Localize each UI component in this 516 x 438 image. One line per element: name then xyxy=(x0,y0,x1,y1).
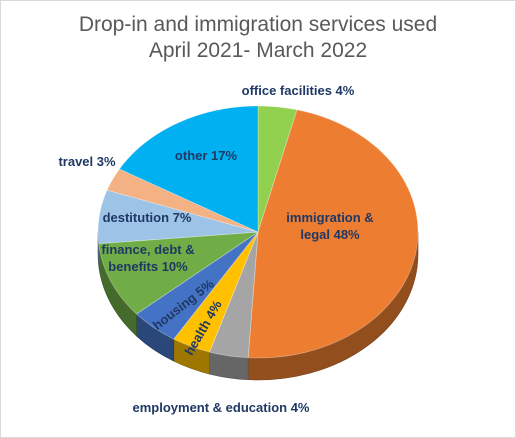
data-label-office-facilities: office facilities 4% xyxy=(242,83,355,98)
pie-slice-immigration-legal xyxy=(247,109,419,359)
pie-slice-travel xyxy=(106,168,259,233)
pie-slice-other xyxy=(118,105,259,233)
chart-title-line1: Drop-in and immigration services used xyxy=(78,13,438,36)
data-label-immigration-legal: immigration & legal 48% xyxy=(286,210,373,242)
pie-slice-employment-education xyxy=(208,231,259,359)
pie-top-slices xyxy=(97,105,419,359)
pie-slice-health xyxy=(173,231,259,353)
pie-slice-housing xyxy=(135,231,259,340)
pie-labels: office facilities 4% immigration & legal 4… xyxy=(58,83,373,415)
data-label-travel: travel 3% xyxy=(58,154,116,169)
data-label-employment-education: employment & education 4% xyxy=(133,400,310,415)
pie-slice-finance-debt-benefits xyxy=(98,231,260,315)
data-label-destitution: destitution 7% xyxy=(103,210,192,225)
data-label-other: other 17% xyxy=(175,148,238,163)
chart-title-line2: April 2021- March 2022 xyxy=(148,39,368,62)
data-label-finance-debt-benefits: finance, debt & benefits 10% xyxy=(101,242,194,274)
pie-slice-destitution xyxy=(97,189,259,245)
pie-slice-office-facilities xyxy=(257,105,298,233)
chart-title: Drop-in and immigration services used Ap… xyxy=(0,12,516,64)
